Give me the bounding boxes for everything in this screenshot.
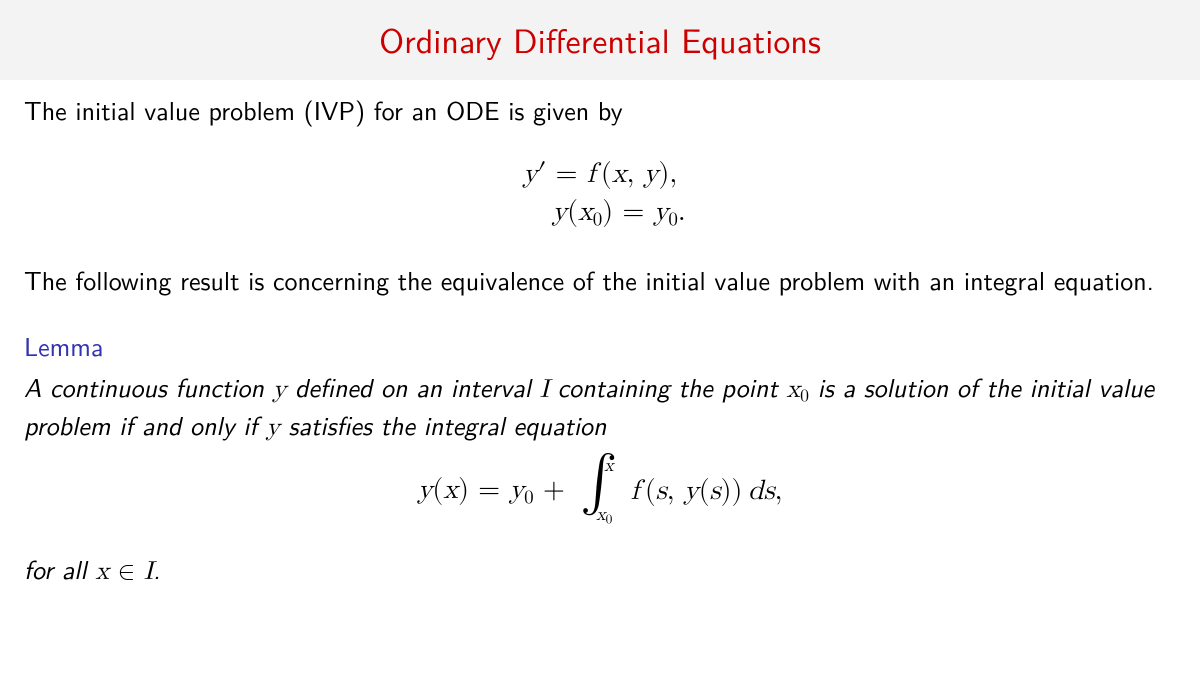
intro-paragraph: The initial value problem (IVP) for an O… <box>24 94 1176 127</box>
integral-lower-limit: x0 <box>596 506 612 527</box>
integral-equation-line: y(x) = y0 + ∫ x x0 f (s, y(s)) ds, <box>24 463 1176 519</box>
title-band: Ordinary Differential Equations <box>0 0 1200 80</box>
integral-eq-integrand: f (s, y(s)) ds, <box>621 474 782 508</box>
equivalence-paragraph: The following result is concerning the e… <box>24 264 1176 297</box>
slide-title: Ordinary Differential Equations <box>379 14 821 64</box>
ivp-equation-line-2: y(x0) = y0. <box>24 195 1176 231</box>
ivp-equation-block: y′ = f (x, y), y(x0) = y0. <box>24 157 1176 231</box>
integral-eq-lhs: y(x) = y0 + <box>418 473 565 509</box>
slide-content: The initial value problem (IVP) for an O… <box>0 80 1200 589</box>
lemma-closing-line: for all x ∈ I. <box>24 553 1176 589</box>
integral-equation-block: y(x) = y0 + ∫ x x0 f (s, y(s)) ds, <box>24 463 1176 519</box>
slide: Ordinary Differential Equations The init… <box>0 0 1200 678</box>
lemma-heading: Lemma <box>24 327 1176 365</box>
integral-upper-limit: x <box>604 457 614 475</box>
ivp-equation-line-1: y′ = f (x, y), <box>24 157 1176 191</box>
integral-symbol: ∫ x x0 <box>580 463 608 519</box>
lemma-statement: A continuous function y defined on an in… <box>24 371 1176 445</box>
